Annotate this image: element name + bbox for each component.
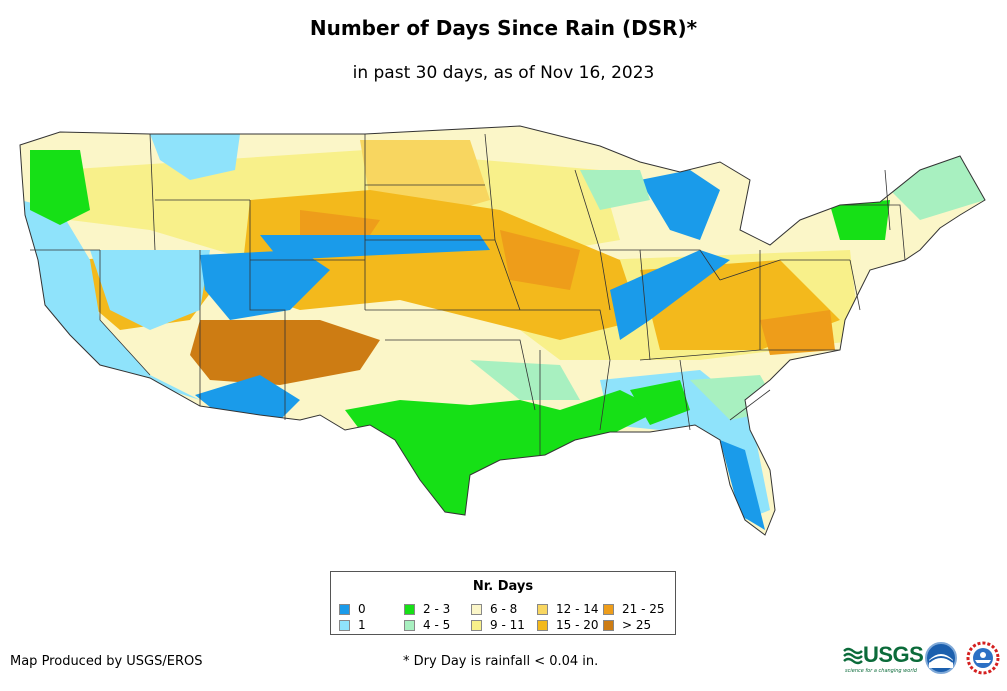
legend-label: > 25	[622, 618, 652, 632]
legend-item-3: 4 - 5	[404, 618, 450, 632]
noaa-logo-icon	[925, 642, 957, 674]
map-producer-credit: Map Produced by USGS/EROS	[10, 654, 203, 669]
legend-label: 4 - 5	[423, 618, 451, 632]
legend-swatch	[603, 619, 614, 631]
legend-item-0: 0	[339, 602, 366, 616]
legend-label: 6 - 8	[490, 602, 518, 616]
legend-title: Nr. Days	[472, 579, 534, 594]
agency-logos: USGS science for a changing world	[843, 640, 1003, 680]
legend-swatch	[603, 603, 614, 615]
nws-logo-icon	[966, 641, 1000, 675]
legend-item-7: 15 - 20	[537, 618, 599, 632]
dry-day-footnote: * Dry Day is rainfall < 0.04 in.	[403, 654, 599, 669]
legend-swatch	[339, 603, 350, 615]
legend: Nr. Days 0 1 2 - 3 4 - 5 6 - 8 9 - 11 12…	[330, 571, 676, 635]
legend-label: 0	[358, 602, 366, 616]
legend-label: 15 - 20	[556, 618, 599, 632]
us-outline	[19, 125, 986, 536]
legend-item-5: 9 - 11	[471, 618, 525, 632]
legend-swatch	[471, 619, 482, 631]
map-subtitle: in past 30 days, as of Nov 16, 2023	[352, 63, 655, 83]
legend-label: 2 - 3	[423, 602, 451, 616]
legend-swatch	[404, 619, 415, 631]
legend-label: 1	[358, 618, 366, 632]
usgs-logo: USGS	[863, 642, 924, 667]
state-borders	[30, 133, 906, 455]
legend-item-2: 2 - 3	[404, 602, 450, 616]
legend-swatch	[537, 619, 548, 631]
legend-item-8: 21 - 25	[603, 602, 665, 616]
legend-swatch	[537, 603, 548, 615]
legend-label: 21 - 25	[622, 602, 665, 616]
legend-item-9: > 25	[603, 618, 651, 632]
us-map	[0, 110, 1007, 550]
legend-label: 12 - 14	[556, 602, 599, 616]
legend-swatch	[471, 603, 482, 615]
us-map-svg	[19, 125, 986, 536]
usgs-tagline: science for a changing world	[845, 668, 917, 674]
legend-swatch	[404, 603, 415, 615]
legend-item-6: 12 - 14	[537, 602, 599, 616]
legend-label: 9 - 11	[490, 618, 525, 632]
usgs-wave-icon	[843, 647, 863, 665]
legend-item-4: 6 - 8	[471, 602, 517, 616]
legend-item-1: 1	[339, 618, 366, 632]
map-title: Number of Days Since Rain (DSR)*	[309, 16, 698, 40]
legend-swatch	[339, 619, 350, 631]
